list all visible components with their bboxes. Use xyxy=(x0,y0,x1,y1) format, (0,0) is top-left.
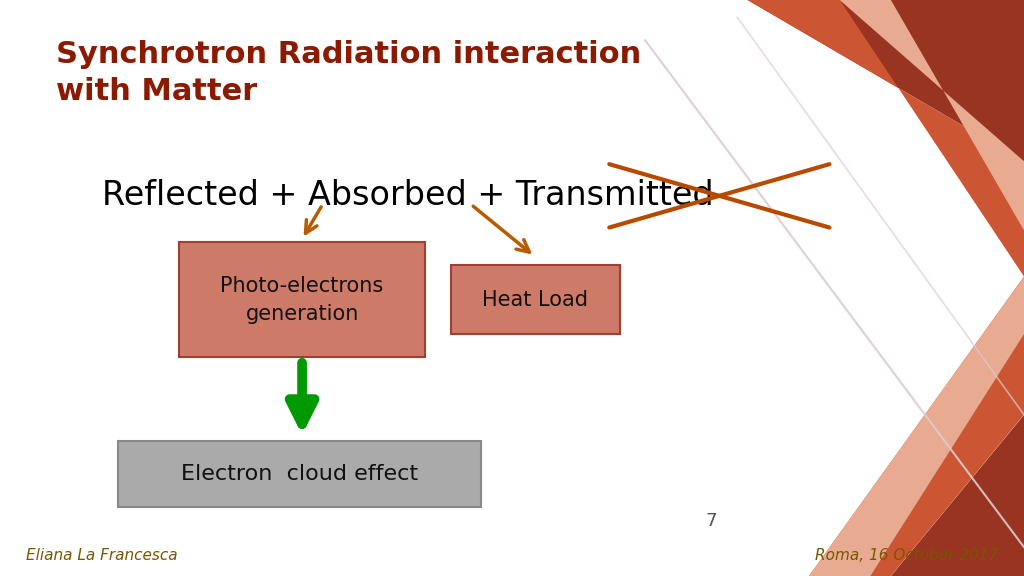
FancyBboxPatch shape xyxy=(451,265,620,334)
Text: Photo-electrons
generation: Photo-electrons generation xyxy=(220,275,384,324)
FancyBboxPatch shape xyxy=(118,441,481,507)
Text: Eliana La Francesca: Eliana La Francesca xyxy=(26,548,177,563)
Text: Electron  cloud effect: Electron cloud effect xyxy=(181,464,418,484)
Text: Roma, 16 October 2017: Roma, 16 October 2017 xyxy=(815,548,998,563)
Polygon shape xyxy=(809,276,1024,576)
Text: Reflected + Absorbed + Transmitted: Reflected + Absorbed + Transmitted xyxy=(102,179,714,213)
Text: Synchrotron Radiation interaction
with Matter: Synchrotron Radiation interaction with M… xyxy=(56,40,642,107)
Text: 7: 7 xyxy=(706,512,718,530)
Polygon shape xyxy=(748,0,1024,161)
Text: Heat Load: Heat Load xyxy=(482,290,588,309)
Polygon shape xyxy=(891,415,1024,576)
Polygon shape xyxy=(809,276,1024,576)
FancyBboxPatch shape xyxy=(179,242,425,357)
Polygon shape xyxy=(748,0,1024,276)
Polygon shape xyxy=(840,0,1024,230)
